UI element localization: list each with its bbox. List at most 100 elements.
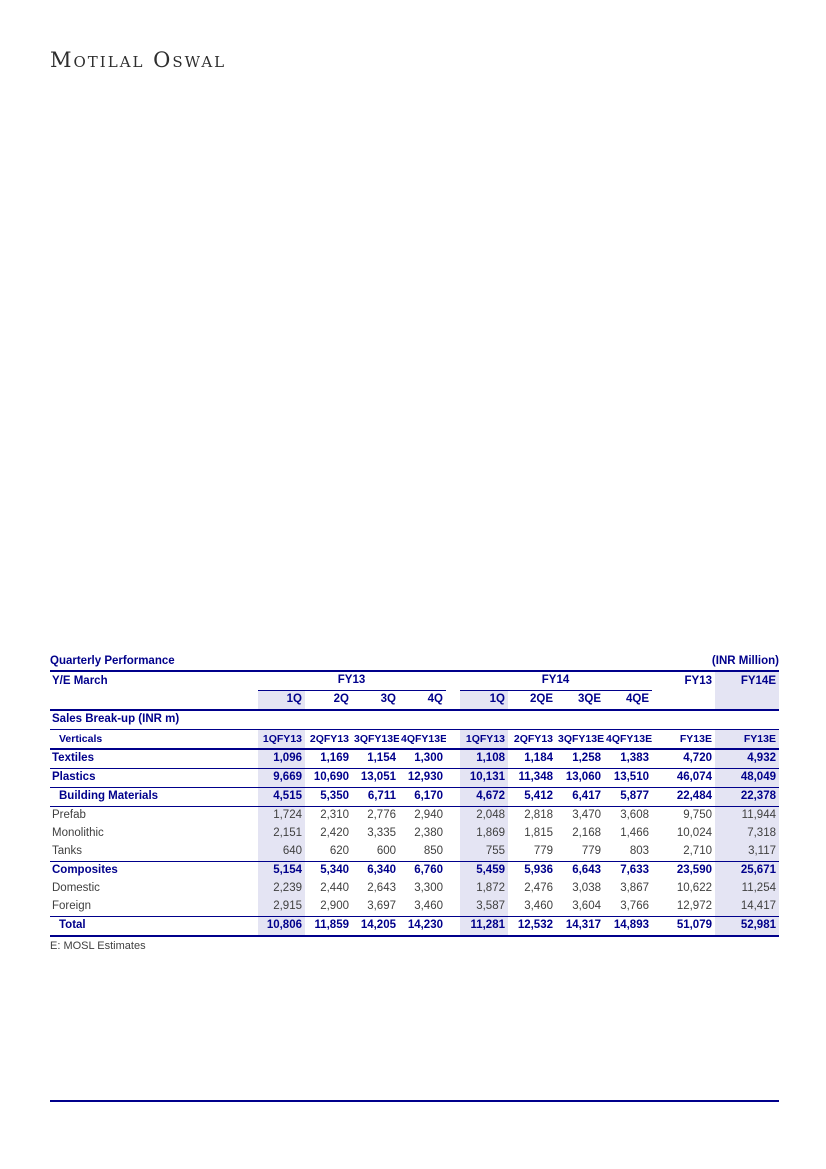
table-title: Quarterly Performance [50, 655, 175, 667]
value-cell: 3,460 [508, 898, 556, 917]
value-cell: 1,724 [258, 806, 305, 825]
value-cell: 2,940 [414, 809, 443, 822]
row-label: Monolithic [52, 827, 104, 840]
gap-cell [446, 749, 460, 769]
verticals-header-row: Verticals 1QFY13 2QFY13 3QFY13E 4QFY13E … [50, 729, 779, 750]
gap-cell [446, 672, 460, 691]
row-label: Textiles [50, 749, 258, 769]
value-cell: 6,170 [399, 787, 446, 807]
value-cell: 2,168 [572, 827, 601, 840]
table-row: Building Materials 4,515 5,350 6,711 6,170 4,… [50, 787, 779, 807]
value-cell: 14,230 [399, 916, 446, 937]
value-cell: 6,643 [572, 864, 601, 877]
value-cell: 23,590 [676, 864, 712, 877]
column-header: 1QFY13 [258, 729, 305, 750]
value-cell: 5,412 [508, 787, 556, 807]
quarter-header: 3QE [556, 690, 604, 711]
value-cell: 4,932 [715, 749, 779, 769]
value-cell: 1,169 [305, 749, 352, 769]
value-cell: 2,420 [320, 827, 349, 840]
value-cell: 5,340 [320, 864, 349, 877]
column-header: 3QFY13E [556, 729, 604, 750]
column-header: 1QFY13 [460, 729, 508, 750]
value-cell: 11,254 [715, 880, 779, 898]
table-row: Composites 5,154 5,340 6,340 6,760 5,459 5,936… [50, 861, 779, 880]
value-cell: 3,604 [556, 898, 604, 917]
value-cell: 2,310 [320, 809, 349, 822]
value-cell: 1,466 [620, 827, 649, 840]
table-row: Domestic 2,239 2,440 2,643 3,300 1,872 2,476 3,… [50, 880, 779, 898]
footnote: E: MOSL Estimates [50, 940, 146, 952]
value-cell: 2,643 [367, 882, 396, 895]
value-cell: 2,476 [524, 882, 553, 895]
value-cell: 9,669 [258, 768, 305, 788]
value-cell: 3,608 [620, 809, 649, 822]
row-label: Total [50, 916, 258, 937]
table-row: Monolithic 2,151 2,420 3,335 2,380 1,869 1,815… [50, 825, 779, 843]
value-cell: 2,915 [258, 898, 305, 917]
value-cell: 14,893 [604, 916, 652, 937]
value-cell: 5,936 [524, 864, 553, 877]
value-cell: 12,930 [399, 768, 446, 788]
value-cell: 3,300 [414, 882, 443, 895]
value-cell: 1,815 [524, 827, 553, 840]
empty-cell [715, 690, 779, 711]
value-cell: 46,074 [652, 768, 715, 788]
column-header: 2QFY13 [508, 729, 556, 750]
column-header: FY13E [652, 729, 715, 750]
bottom-rule [50, 1100, 779, 1102]
value-cell: 25,671 [715, 861, 779, 880]
table-row: Textiles 1,096 1,169 1,154 1,300 1,108 1,184 1,… [50, 749, 779, 769]
fy13-span-header: FY13 [258, 672, 446, 691]
table-row: Tanks 640 620 600 850 755 779 779 803 2,710 3,117 [50, 843, 779, 862]
value-cell: 12,532 [508, 916, 556, 937]
value-cell: 52,981 [715, 916, 779, 937]
fy13-annual-header: FY13 [684, 674, 713, 687]
gap-cell [446, 807, 460, 826]
value-cell: 3,766 [604, 898, 652, 917]
value-cell: 1,184 [508, 749, 556, 769]
row-label: Prefab [52, 809, 86, 822]
quarter-header: 2Q [305, 690, 352, 711]
row-label: Building Materials [50, 787, 258, 807]
value-cell: 2,900 [305, 898, 352, 917]
value-cell: 755 [460, 843, 508, 862]
value-cell: 6,760 [414, 864, 443, 877]
column-header: 4QFY13E [399, 729, 446, 750]
gap-cell [446, 843, 460, 862]
quarterly-performance-table: Quarterly Performance (INR Million) Y/E … [50, 655, 779, 952]
gap-cell [446, 825, 460, 843]
value-cell: 22,378 [715, 787, 779, 807]
verticals-label: Verticals [50, 729, 258, 750]
value-cell: 640 [258, 843, 305, 862]
value-cell: 10,131 [460, 768, 508, 788]
value-cell: 11,944 [715, 806, 779, 825]
value-cell: 3,335 [367, 827, 396, 840]
value-cell: 5,877 [604, 787, 652, 807]
value-cell: 2,818 [524, 809, 553, 822]
value-cell: 4,672 [460, 787, 508, 807]
value-cell: 3,038 [572, 882, 601, 895]
value-cell: 10,690 [305, 768, 352, 788]
quarter-header: 3Q [352, 690, 399, 711]
value-cell: 6,340 [367, 864, 396, 877]
value-cell: 6,417 [556, 787, 604, 807]
value-cell: 1,869 [460, 825, 508, 843]
value-cell: 13,510 [604, 768, 652, 788]
value-cell: 850 [399, 843, 446, 862]
value-cell: 2,776 [367, 809, 396, 822]
value-cell: 1,096 [258, 749, 305, 769]
quarter-header: 2QE [508, 690, 556, 711]
table-row: Prefab 1,724 2,310 2,776 2,940 2,048 2,818 3,47… [50, 806, 779, 826]
empty-cell [652, 690, 715, 711]
value-cell: 7,318 [715, 825, 779, 843]
row-label: Domestic [52, 882, 100, 895]
value-cell: 13,051 [352, 768, 399, 788]
ye-march-row: Y/E March FY13 FY14 FY13 FY14E [50, 672, 779, 691]
value-cell: 3,470 [572, 809, 601, 822]
row-label: Plastics [50, 768, 258, 788]
value-cell: 1,300 [399, 749, 446, 769]
row-label: Tanks [50, 843, 258, 862]
value-cell: 3,697 [352, 898, 399, 917]
value-cell: 10,806 [258, 916, 305, 937]
